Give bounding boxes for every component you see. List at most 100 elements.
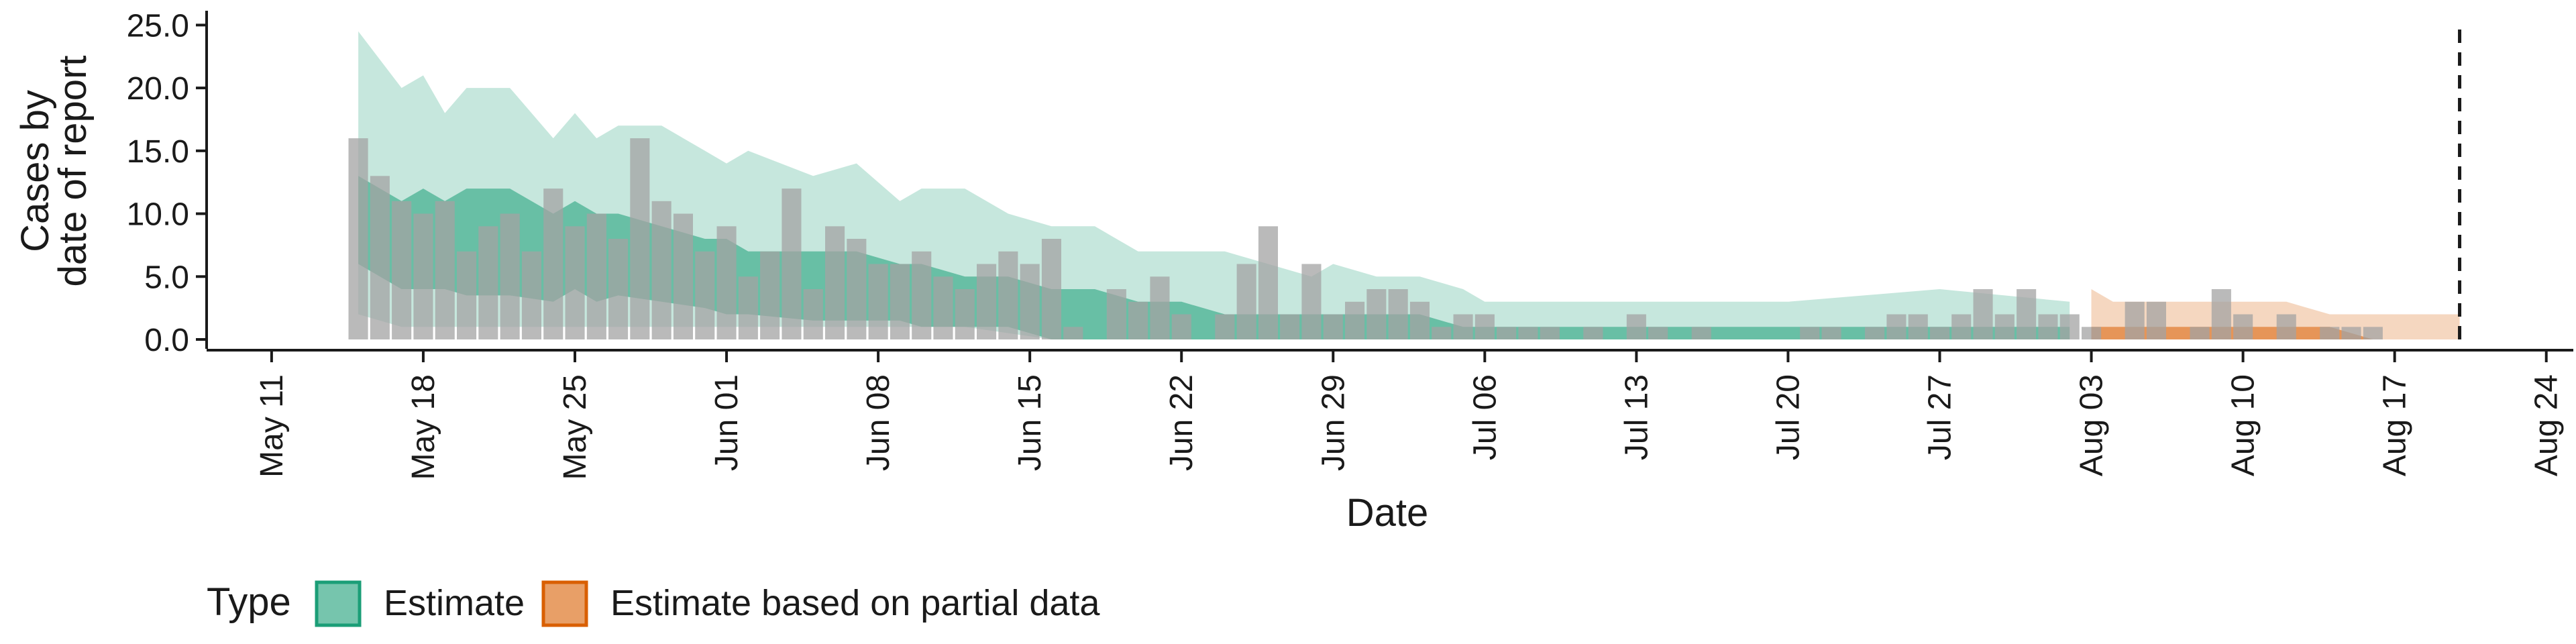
observed-bar (1236, 264, 1256, 339)
observed-bar (1301, 264, 1322, 339)
x-tick-label: Jun 08 (861, 374, 896, 471)
legend: Type Estimate Estimate based on partial … (207, 580, 1100, 627)
observed-bar (2038, 314, 2058, 339)
observed-bar (1063, 327, 1083, 339)
observed-bar (912, 251, 932, 339)
x-tick-label: Jun 15 (1012, 374, 1048, 471)
observed-bar (2233, 314, 2253, 339)
observed-bar (2211, 289, 2231, 339)
legend-label-partial: Estimate based on partial data (610, 583, 1100, 623)
x-tick-label: Jun 01 (709, 374, 745, 471)
observed-bar (1540, 327, 1560, 339)
observed-bar (2363, 327, 2383, 339)
observed-bar (847, 239, 867, 339)
x-tick-label: Aug 10 (2226, 374, 2261, 476)
observed-bar (565, 226, 585, 339)
observed-bar (1345, 301, 1365, 339)
y-tick-label: 25.0 (127, 8, 189, 44)
observed-bar (348, 138, 368, 339)
x-tick-label: Jul 06 (1467, 374, 1503, 460)
x-tick-label: Jul 13 (1619, 374, 1654, 460)
observed-bar (2059, 314, 2080, 339)
observed-bar (1409, 301, 1430, 339)
observed-bar (1280, 314, 1300, 339)
observed-bar (1474, 314, 1495, 339)
observed-bar (1106, 289, 1126, 339)
observed-bar (695, 251, 715, 339)
observed-bar (392, 201, 412, 339)
y-tick-label: 0.0 (144, 323, 189, 358)
observed-bar (457, 251, 477, 339)
x-tick-label: May 18 (406, 374, 441, 480)
partial-estimate-ci50-band (2091, 327, 2460, 339)
legend-item-partial: Estimate based on partial data (541, 580, 1100, 627)
observed-bar (825, 226, 845, 339)
observed-bar (1041, 239, 1061, 339)
observed-bar (1865, 327, 1885, 339)
x-tick-label: Jun 29 (1316, 374, 1351, 471)
legend-title: Type (207, 580, 291, 624)
observed-bar (586, 213, 606, 339)
observed-bar (1432, 327, 1452, 339)
observed-bar (521, 251, 541, 339)
observed-bar (435, 201, 455, 339)
observed-bar (2082, 327, 2102, 339)
observed-bar (1994, 314, 2015, 339)
observed-bar (630, 138, 650, 339)
observed-bar (651, 201, 672, 339)
observed-bar (2190, 327, 2210, 339)
observed-bar (1171, 314, 1191, 339)
observed-bar (673, 213, 693, 339)
observed-bar (977, 264, 997, 339)
y-tick-label: 5.0 (144, 260, 189, 295)
x-tick-label: Jul 27 (1922, 374, 1957, 460)
x-tick-label: Jun 22 (1164, 374, 1199, 471)
observed-bar (933, 276, 953, 339)
observed-bars (348, 138, 2383, 339)
observed-bar (608, 239, 629, 339)
x-tick-label: Aug 24 (2529, 374, 2565, 476)
observed-bar (2125, 301, 2145, 339)
observed-bar (370, 176, 390, 339)
observed-bar (2017, 289, 2037, 339)
observed-bar (1215, 314, 1235, 339)
observed-bar (1323, 314, 1343, 339)
legend-swatch-estimate (315, 580, 362, 627)
observed-bar (1930, 327, 1950, 339)
observed-bar (2146, 301, 2166, 339)
x-tick-label: Aug 03 (2074, 374, 2110, 476)
observed-bar (1128, 301, 1148, 339)
legend-swatch-partial (541, 580, 588, 627)
y-tick-label: 15.0 (127, 134, 189, 170)
observed-bar (478, 226, 498, 339)
x-tick-label: May 11 (254, 374, 290, 478)
observed-bar (1691, 327, 1711, 339)
x-tick-label: Aug 17 (2377, 374, 2413, 476)
legend-label-estimate: Estimate (384, 583, 525, 623)
observed-bar (1626, 314, 1646, 339)
observed-bar (1518, 327, 1538, 339)
observed-bar (1388, 289, 1408, 339)
observed-bar (2276, 314, 2296, 339)
observed-bar (1020, 264, 1040, 339)
observed-bar (2341, 327, 2361, 339)
observed-bar (1800, 327, 1820, 339)
y-axis-label-line-2: date of report (51, 56, 95, 287)
observed-bar (413, 213, 433, 339)
observed-bar (803, 289, 823, 339)
observed-bar (1886, 314, 1907, 339)
observed-bar (1973, 289, 1993, 339)
observed-bar (955, 289, 975, 339)
observed-bar (1951, 314, 1972, 339)
observed-bar (998, 251, 1018, 339)
observed-bar (2320, 327, 2340, 339)
y-tick-label: 10.0 (127, 197, 189, 233)
observed-bar (1648, 327, 1668, 339)
observed-bar (1497, 327, 1517, 339)
observed-bar (738, 276, 758, 339)
observed-bar (1821, 327, 1841, 339)
axes: 0.0 5.0 10.0 15.0 20.0 25.0 May 11 May 18 May 25… (127, 8, 2573, 480)
partial-estimate-ci90-band (2091, 289, 2460, 339)
observed-bar (760, 251, 780, 339)
